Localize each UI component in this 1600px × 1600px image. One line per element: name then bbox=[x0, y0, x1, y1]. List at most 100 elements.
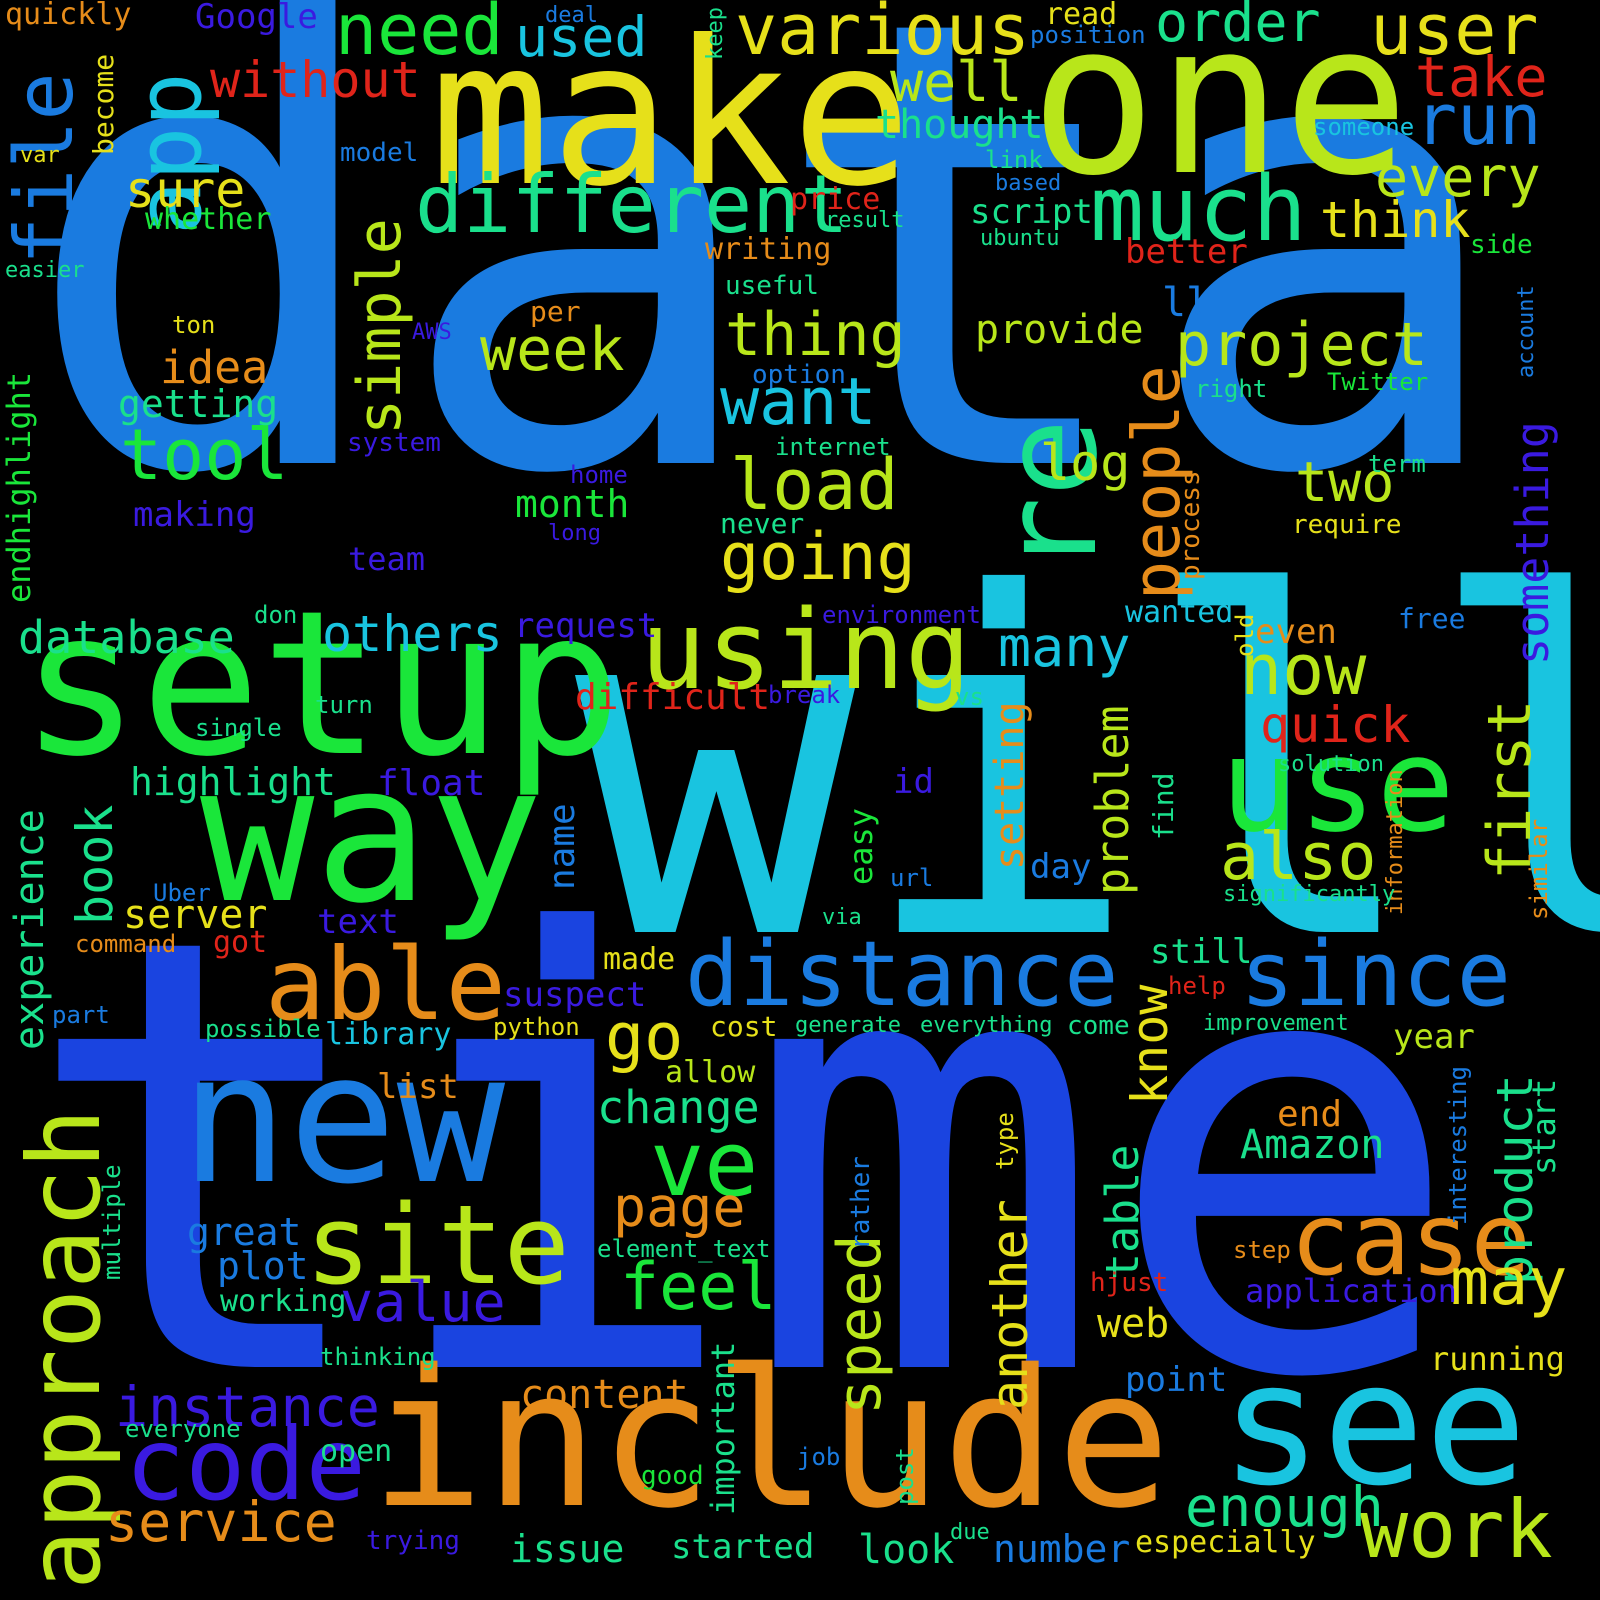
word-turn: turn bbox=[315, 691, 373, 719]
word-ubuntu: ubuntu bbox=[980, 226, 1060, 251]
word-vs: vs bbox=[955, 683, 984, 711]
word-something: something bbox=[1506, 421, 1559, 665]
word-library: library bbox=[325, 1017, 452, 1052]
word-case: case bbox=[1290, 1181, 1531, 1298]
word-based: based bbox=[995, 171, 1062, 196]
word-name: name bbox=[542, 803, 583, 890]
word-type: type bbox=[991, 1112, 1019, 1170]
word-ton: ton bbox=[172, 311, 216, 339]
word-rather: rather bbox=[846, 1156, 876, 1250]
word-internet: internet bbox=[775, 433, 891, 461]
word-setup: setup bbox=[20, 568, 623, 801]
word-instance: instance bbox=[115, 1375, 380, 1439]
word-ve: ve bbox=[650, 1112, 759, 1217]
word-change: change bbox=[597, 1081, 760, 1134]
word-cost: cost bbox=[710, 1010, 778, 1043]
word-work: work bbox=[1360, 1483, 1553, 1576]
word-due: due bbox=[950, 1520, 990, 1545]
word-others: others bbox=[322, 605, 503, 663]
word-project: project bbox=[1175, 310, 1428, 380]
word-similar: similar bbox=[1525, 818, 1553, 920]
word-page: page bbox=[613, 1175, 746, 1239]
word-thing: thing bbox=[725, 300, 906, 370]
word-right: right bbox=[1195, 375, 1268, 403]
word-google: Google bbox=[195, 0, 318, 37]
word-order: order bbox=[1155, 0, 1321, 54]
word-feel: feel bbox=[620, 1250, 777, 1325]
word-different: different bbox=[415, 158, 849, 251]
word-service: service bbox=[105, 1490, 337, 1554]
word-allow: allow bbox=[665, 1055, 756, 1090]
word-ll: ll bbox=[1162, 280, 1211, 326]
word-float: float bbox=[377, 763, 486, 804]
word-started: started bbox=[671, 1527, 815, 1567]
word-going: going bbox=[720, 520, 916, 595]
word-now: now bbox=[1240, 629, 1367, 711]
word-home: home bbox=[570, 461, 628, 489]
word-code: code bbox=[125, 1406, 366, 1523]
word-model: model bbox=[340, 138, 419, 168]
word-system: system bbox=[347, 428, 441, 458]
word-got: got bbox=[213, 925, 268, 960]
word-trying: trying bbox=[366, 1526, 460, 1556]
word-become: become bbox=[87, 53, 120, 155]
word-month: month bbox=[515, 482, 630, 526]
word-uber: Uber bbox=[153, 879, 211, 907]
word-quickly: quickly bbox=[5, 0, 132, 32]
word-think: think bbox=[1320, 191, 1471, 249]
word-old: old bbox=[1231, 613, 1259, 657]
word-idea: idea bbox=[160, 341, 269, 394]
word-help: help bbox=[1168, 972, 1226, 1000]
word-id: id bbox=[893, 762, 934, 802]
word-price: price bbox=[790, 182, 881, 217]
word-use: use bbox=[1220, 709, 1455, 861]
word-table: table bbox=[1096, 1144, 1149, 1280]
word-team: team bbox=[348, 540, 426, 578]
word-start: start bbox=[1525, 1078, 1563, 1175]
word-every: every bbox=[1375, 145, 1541, 209]
word-don: don bbox=[254, 601, 298, 629]
word-good: good bbox=[641, 1461, 704, 1491]
word-want: want bbox=[720, 365, 877, 440]
word-highlight: highlight bbox=[130, 760, 336, 804]
word-useful: useful bbox=[725, 271, 819, 301]
word-look: look bbox=[858, 1527, 955, 1573]
word-account: account bbox=[1514, 285, 1539, 378]
word-end: end bbox=[1277, 1094, 1343, 1135]
word-experience: experience bbox=[7, 809, 53, 1050]
word-solution: solution bbox=[1278, 752, 1384, 777]
word-come: come bbox=[1067, 1011, 1130, 1041]
word-quick: quick bbox=[1260, 696, 1411, 754]
word-read: read bbox=[1045, 0, 1118, 32]
word-via: via bbox=[822, 905, 862, 930]
word-var: var bbox=[20, 143, 60, 168]
word-never: never bbox=[720, 507, 805, 540]
word-generate: generate bbox=[795, 1013, 901, 1038]
word-one: one bbox=[1030, 0, 1410, 222]
word-simple: simple bbox=[345, 218, 415, 435]
word-data: data bbox=[20, 0, 1514, 610]
word-know: know bbox=[1121, 984, 1179, 1105]
word-time: time bbox=[20, 810, 1465, 1509]
word-user: user bbox=[1370, 0, 1539, 71]
word-book: book bbox=[66, 804, 124, 925]
word-result: result bbox=[825, 208, 905, 233]
word-setting: setting bbox=[987, 701, 1033, 870]
word-enough: enough bbox=[1185, 1475, 1384, 1539]
word-even: even bbox=[1255, 612, 1337, 652]
word-part: part bbox=[52, 1001, 110, 1029]
word-option: option bbox=[752, 360, 846, 390]
word-various: various bbox=[735, 0, 1031, 71]
word-value: value bbox=[340, 1270, 506, 1334]
word-easy: easy bbox=[842, 807, 880, 885]
word-see: see bbox=[1220, 1326, 1528, 1524]
word-twitter: Twitter bbox=[1327, 368, 1429, 396]
word-free: free bbox=[1398, 602, 1466, 635]
word-script: script bbox=[970, 192, 1093, 232]
word-making: making bbox=[133, 495, 256, 535]
word-run: run bbox=[1415, 79, 1542, 161]
word-find: find bbox=[1147, 772, 1180, 840]
word-still: still bbox=[1150, 932, 1253, 972]
word-include: include bbox=[370, 1329, 1171, 1550]
word-improvement: improvement bbox=[1203, 1011, 1349, 1036]
